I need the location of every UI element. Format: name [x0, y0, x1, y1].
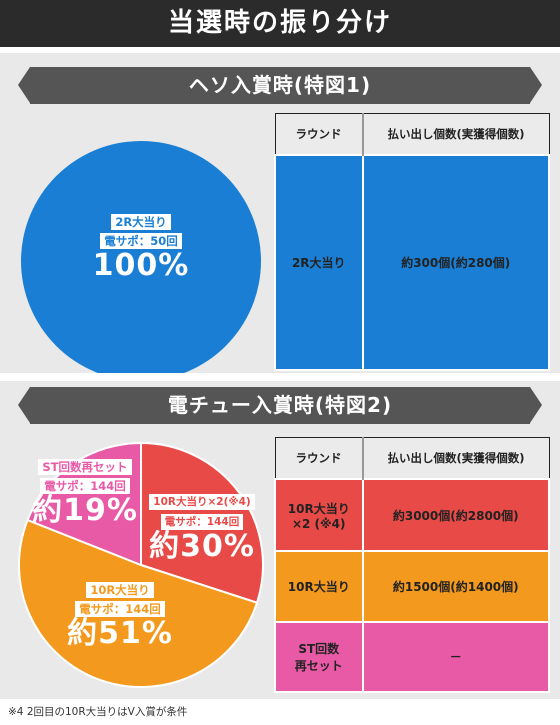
heso-pie-round: 2R大当り [111, 214, 171, 230]
slice3-percent: 約19% [32, 493, 138, 528]
slice1-round: 10R大当り×2(※4) [149, 494, 255, 510]
denchu-payout-table: ラウンド 払い出し個数(実獲得個数) 10R大当り ×2 (※4) 約3000個… [274, 437, 550, 694]
denchu-row1-payout: 約3000個(約2800個) [361, 478, 550, 553]
denchu-row3-round-line2: 再セット [294, 658, 343, 673]
denchu-pie-label-1: 10R大当り×2(※4) 電サポ：144回 約30% [148, 490, 256, 564]
footnote: ※4 2回目の10R大当りはV入賞が条件 [8, 706, 188, 718]
heso-col-round: ラウンド [274, 113, 364, 156]
denchu-row1-round-line2: ×2 (※4) [291, 516, 346, 531]
heso-col-payout: 払い出し個数(実獲得個数) [362, 113, 550, 156]
denchu-row2-round: 10R大当り [274, 550, 364, 623]
section-heso-banner: ヘソ入賞時(特図1) [18, 67, 542, 104]
denchu-row1-round: 10R大当り ×2 (※4) [274, 478, 364, 553]
heso-pie-chart [21, 141, 261, 373]
denchu-col-round: ラウンド [274, 437, 364, 480]
denchu-row3-payout: － [361, 620, 550, 694]
denchu-row2-payout: 約1500個(約1400個) [361, 550, 550, 623]
slice3-round: ST回数再セット [38, 459, 132, 475]
table-row: ST回数 再セット － [274, 620, 550, 694]
denchu-row3-round-line1: ST回数 [298, 641, 340, 656]
denchu-col-payout: 払い出し個数(実獲得個数) [362, 437, 550, 480]
heso-row-payout: 約300個(約280個) [361, 154, 550, 371]
page-header: 当選時の振り分け [0, 0, 560, 47]
slice2-support: 電サポ：144回 [75, 601, 165, 617]
denchu-pie-label-2: 10R大当り 電サポ：144回 約51% [60, 579, 180, 651]
table-row: 2R大当り 約300個(約280個) [274, 154, 550, 371]
section-heso: ヘソ入賞時(特図1) 2R大当り 電サポ：50回 100% ラウンド 払い出し個… [0, 53, 560, 373]
heso-pie-slice [21, 141, 261, 373]
table-row: 10R大当り 約1500個(約1400個) [274, 550, 550, 623]
table-row: 10R大当り ×2 (※4) 約3000個(約2800個) [274, 478, 550, 553]
section-denchu: 電チュー入賞時(特図2) 10R大当り×2(※4) 電サポ：144回 約30% … [0, 381, 560, 699]
denchu-row3-round: ST回数 再セット [274, 620, 364, 694]
slice1-support: 電サポ：144回 [160, 514, 244, 530]
heso-pie-support: 電サポ：50回 [100, 233, 182, 249]
heso-row-round: 2R大当り [274, 154, 364, 371]
heso-pie-label: 2R大当り 電サポ：50回 100% [81, 211, 201, 283]
slice1-percent: 約30% [149, 529, 255, 564]
heso-payout-table: ラウンド 払い出し個数(実獲得個数) 2R大当り 約300個(約280個) [274, 113, 550, 371]
section-denchu-banner: 電チュー入賞時(特図2) [18, 387, 542, 424]
heso-pie-percent: 100% [92, 248, 190, 283]
slice3-support: 電サポ：144回 [40, 478, 130, 494]
denchu-row1-round-line1: 10R大当り [287, 501, 350, 516]
denchu-pie-label-3: ST回数再セット 電サポ：144回 約19% [30, 456, 140, 528]
slice2-percent: 約51% [67, 616, 173, 651]
page-title: 当選時の振り分け [167, 8, 392, 38]
slice2-round: 10R大当り [86, 582, 154, 598]
